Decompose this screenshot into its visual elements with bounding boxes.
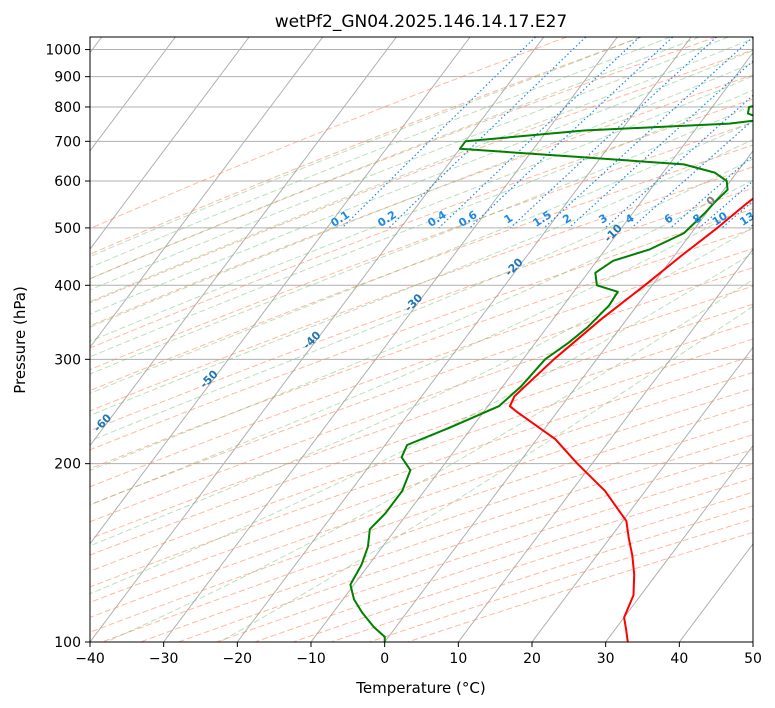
y-axis: 100 200 300 400 500 600 700 800 900 1000 [45,43,90,651]
x-tick-label: 20 [523,651,541,667]
dry-adiabat-line [90,285,753,523]
y-tick-label: 100 [54,635,81,651]
isotherm-line [90,37,176,152]
y-tick-label: 500 [54,221,81,237]
moist-adiabats [90,37,753,642]
x-tick-label: 0 [380,651,389,667]
moist-adiabat-line [90,62,753,328]
x-tick-label: −10 [296,651,326,667]
dry-adiabat-line [90,144,753,392]
dry-adiabat-line [90,74,753,327]
moist-adiabat-line [90,252,753,595]
y-tick-label: 800 [54,100,81,116]
y-axis-label: Pressure (hPa) [11,286,29,394]
x-axis-label: Temperature (°C) [355,679,485,697]
moist-adiabat-line [90,75,753,342]
y-tick-label: 300 [54,352,81,368]
mixing-ratio-lines [341,37,753,229]
x-tick-label: 50 [744,651,762,667]
isotherm-line [90,37,250,250]
moist-adiabat-line [90,37,671,269]
isotherm-line [163,37,618,642]
moist-adiabat-line [90,37,642,258]
chart-title: wetPf2_GN04.2025.146.14.17.E27 [275,12,567,32]
dry-adiabat-line [90,37,717,280]
dry-adiabat-line [90,37,567,230]
mixing-ratio-line [388,37,587,229]
isotherm-line [90,37,545,642]
plot-area: 0.10.20.40.611.52346810131620253036-100-… [90,37,757,642]
moist-adiabat-line [90,49,753,315]
moist-adiabat-line [106,278,753,642]
moist-adiabat-line [90,38,753,303]
x-axis: −40 −30 −20 −10 0 10 20 30 40 50 [75,642,762,667]
moist-adiabat-line [219,305,753,642]
isotherm-line [236,37,692,642]
x-tick-label: −20 [223,651,253,667]
x-tick-label: 40 [670,651,688,667]
dry-adiabat-line [90,267,753,506]
dry-adiabat-line [90,49,753,304]
grid-layer [90,37,753,642]
moist-adiabat-line [90,226,753,547]
dry-adiabat-line [90,187,753,432]
moist-adiabat-line [90,89,753,358]
moist-adiabat-line [90,120,753,394]
dry-adiabat-line [90,321,753,556]
dry-adiabats [90,37,753,642]
x-tick-label: −40 [75,651,105,667]
isotherm-line [90,37,397,447]
moist-adiabat-line [90,138,753,416]
mixing-ratio-line [509,37,717,229]
moist-adiabat-line [90,37,729,291]
isotherm-line [90,37,471,545]
isotherm-line [605,444,753,642]
y-tick-label: 400 [54,278,81,294]
x-tick-label: −30 [149,651,179,667]
isotherm-line [90,37,324,349]
temperature-profile-line [508,197,753,642]
dry-adiabat-line [90,228,753,470]
isotherm-line [457,248,753,642]
dry-adiabat-line [90,121,753,371]
moist-adiabat-line [90,37,700,280]
mixing-ratio-line [670,154,753,229]
dry-adiabat-line [90,371,753,603]
x-tick-label: 10 [449,651,467,667]
plot-frame [89,36,754,643]
y-tick-label: 200 [54,457,81,473]
mixing-ratio-line [568,60,753,229]
mixing-ratio-label: 13 [737,209,757,228]
dry-adiabat-line [90,37,642,255]
isotherm-line [531,346,753,642]
y-tick-label: 1000 [45,43,81,59]
dry-adiabat-line [90,166,753,412]
moist-adiabat-line [90,158,753,442]
moist-adiabat-line [90,202,753,506]
dewpoint-profile-line [349,105,753,642]
mixing-ratio-line [543,37,753,229]
y-tick-label: 700 [54,134,81,150]
x-tick-label: 30 [597,651,615,667]
y-tick-label: 600 [54,174,81,190]
isotherm-line [384,150,753,642]
series-layer [349,105,753,642]
y-tick-label: 900 [54,70,81,86]
dry-adiabat-line [90,338,753,572]
